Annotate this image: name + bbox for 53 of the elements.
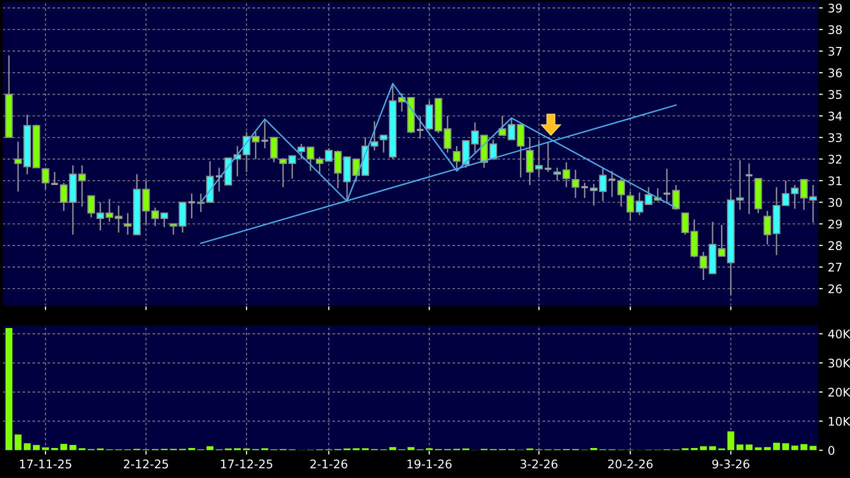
candlestick <box>672 184 680 211</box>
y-tick-label: 37 <box>828 46 842 56</box>
candlestick <box>744 162 754 215</box>
candlestick <box>270 136 278 164</box>
y-tick-label: 35 <box>828 90 842 99</box>
bar <box>782 443 790 450</box>
bar <box>69 445 76 450</box>
bar <box>206 446 214 450</box>
x-tick-label: 17-12-25 <box>221 460 272 468</box>
candlestick <box>50 171 59 186</box>
candlestick <box>260 120 270 149</box>
y-tick-label: 28 <box>828 241 842 250</box>
y-tick-label: 39 <box>828 4 842 13</box>
x-tick-label: 19-1-26 <box>408 460 452 468</box>
y-tick-label: 34 <box>828 112 842 121</box>
y-tick-label: 33 <box>828 133 842 142</box>
bar <box>773 442 780 450</box>
bar <box>14 434 22 450</box>
candlestick <box>608 170 616 198</box>
bar <box>700 446 707 450</box>
x-tick-label: 2-1-26 <box>310 460 348 468</box>
bar <box>764 447 771 450</box>
bar <box>727 431 734 450</box>
bar <box>709 446 716 450</box>
bar <box>6 328 12 450</box>
bar <box>746 444 753 450</box>
candlestick <box>580 182 589 199</box>
y-tick-label: 36 <box>828 68 842 78</box>
y-tick-label: 32 <box>828 154 842 164</box>
bar <box>408 447 414 450</box>
bar <box>736 444 744 450</box>
y-tick-label: 0 <box>828 446 834 455</box>
y-tick-label: 26 <box>828 284 842 294</box>
bar <box>810 446 816 450</box>
x-tick-label: 2-12-25 <box>124 460 168 468</box>
y-tick-label: 27 <box>828 262 842 272</box>
y-tick-label: 31 <box>828 176 842 186</box>
y-tick-label: 29 <box>828 220 842 229</box>
candlestick <box>572 169 580 199</box>
x-tick-label: 20-2-26 <box>608 460 653 468</box>
bar <box>791 446 798 450</box>
x-tick-label: 3-2-26 <box>520 460 558 468</box>
candlestick <box>544 141 552 173</box>
bar <box>800 444 808 450</box>
candlestick <box>416 115 424 140</box>
candlestick <box>662 168 672 203</box>
x-tick-label: 17-11-25 <box>20 460 72 468</box>
y-tick-label: 30 <box>828 198 842 207</box>
candlestick <box>370 120 378 152</box>
x-tick-label: 9-3-26 <box>712 460 750 468</box>
bar <box>32 445 40 450</box>
candlestick <box>187 192 196 220</box>
y-tick-label: 38 <box>828 25 842 34</box>
